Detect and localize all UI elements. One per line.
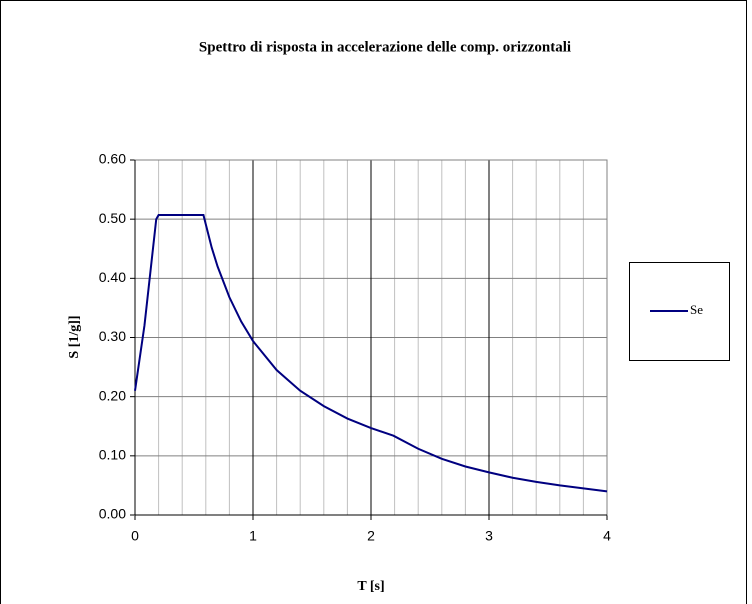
y-tick-label: 0.00 [99, 506, 126, 522]
x-axis-label: T [s] [357, 579, 384, 594]
data-line [134, 214, 608, 493]
y-axis-label: S [1/g]] [67, 315, 82, 358]
legend-label: Se [690, 302, 703, 317]
y-tick-label: 0.60 [99, 151, 126, 167]
y-tick-label: 0.40 [99, 269, 126, 285]
y-tick-label: 0.30 [99, 328, 126, 344]
y-tick-label: 0.10 [99, 447, 126, 463]
x-tick-label: 0 [131, 528, 139, 544]
y-tick-label: 0.50 [99, 210, 126, 226]
y-tick-label: 0.20 [99, 387, 126, 403]
x-tick-label: 1 [249, 528, 257, 544]
x-tick-label: 4 [603, 528, 611, 544]
x-tick-label: 3 [485, 528, 493, 544]
chart-title: Spettro di risposta in accelerazione del… [199, 39, 571, 55]
x-tick-label: 2 [367, 528, 375, 544]
